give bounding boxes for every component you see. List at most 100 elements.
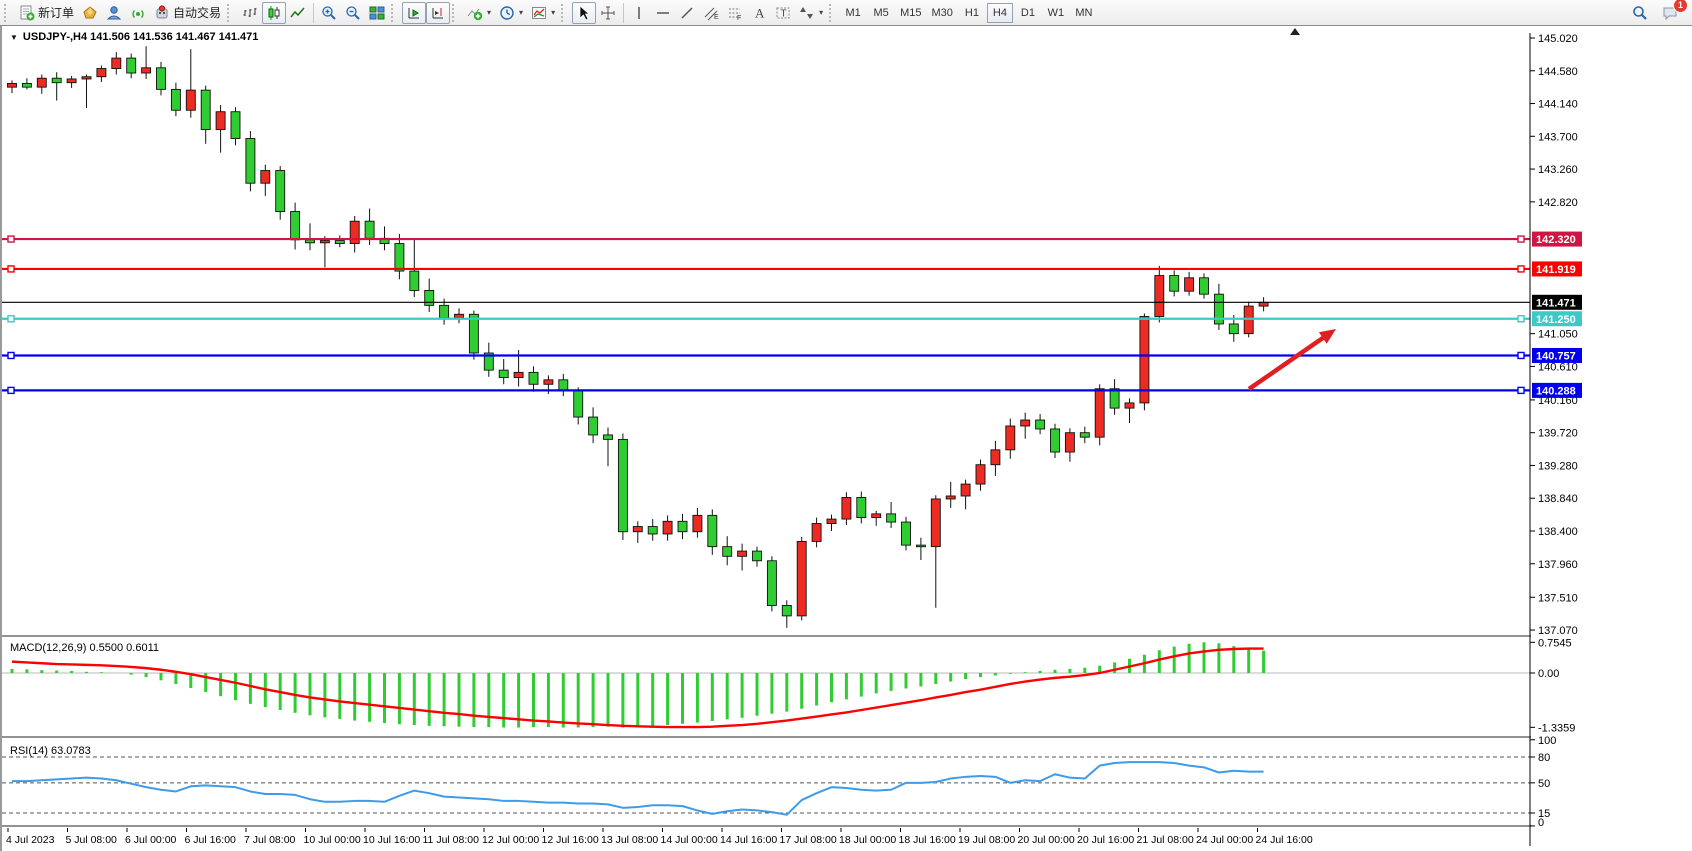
annotation-arrow[interactable] xyxy=(1247,329,1336,391)
time-axis-label: 19 Jul 08:00 xyxy=(958,834,1015,846)
chart-canvas[interactable]: 145.020 144.580 144.140 143.700 143.260 142.8… xyxy=(2,26,1692,851)
candle-body xyxy=(1228,323,1239,335)
periods-dropdown-button[interactable]: ▾ xyxy=(495,2,527,24)
price-chip-142.320 xyxy=(1532,231,1582,247)
toolbar-grip[interactable] xyxy=(452,3,461,22)
candle-body xyxy=(96,68,107,78)
line-handle[interactable] xyxy=(7,315,15,323)
equidistant-channel-tool-button[interactable]: E xyxy=(699,2,723,24)
signal-icon xyxy=(130,5,146,21)
candle-body xyxy=(156,67,166,90)
template-icon xyxy=(531,5,547,21)
svg-text:A: A xyxy=(755,5,765,20)
text-label-tool-button[interactable]: T xyxy=(771,2,795,24)
axis-tick-label: 144.140 xyxy=(1538,99,1578,111)
candle-body xyxy=(752,550,762,562)
chevron-down-icon: ▼ xyxy=(10,32,18,42)
tf-M30[interactable]: M30 xyxy=(931,6,953,19)
tf-D1[interactable]: D1 xyxy=(1020,6,1035,19)
time-axis-label: 24 Jul 16:00 xyxy=(1256,834,1313,846)
candle-body xyxy=(1169,275,1180,292)
bar-chart-mode-button[interactable] xyxy=(238,2,262,24)
horizontal-line-141.919[interactable] xyxy=(2,265,1530,273)
candle-body xyxy=(275,170,286,212)
macd-indicator-label: MACD(12,26,9) 0.5500 0.6011 xyxy=(10,642,159,654)
toolbar-grip[interactable] xyxy=(561,3,570,22)
line-handle[interactable] xyxy=(7,386,15,395)
line-handle[interactable] xyxy=(7,235,15,243)
line-handle[interactable] xyxy=(1517,386,1525,395)
search-button[interactable] xyxy=(1628,2,1652,24)
tf-H1[interactable]: H1 xyxy=(964,6,979,19)
zoom-in-button[interactable] xyxy=(317,2,341,24)
candle-body xyxy=(185,89,196,111)
line-handle[interactable] xyxy=(1517,265,1525,273)
axis-tick-label: 138.400 xyxy=(1538,526,1578,538)
fibonacci-icon: F xyxy=(727,5,743,21)
line-handle[interactable] xyxy=(7,351,15,360)
person-icon xyxy=(106,5,122,21)
horizontal-line-141.250[interactable] xyxy=(2,315,1530,323)
time-axis-label: 10 Jul 16:00 xyxy=(363,834,420,846)
symbol-info-line[interactable]: ▼ USDJPY-,H4 141.506 141.536 141.467 141… xyxy=(10,31,258,43)
line-handle[interactable] xyxy=(1517,235,1525,243)
horizontal-line-142.320[interactable] xyxy=(2,235,1530,243)
trendline-tool-button[interactable] xyxy=(675,2,699,24)
candle-body xyxy=(677,520,688,533)
zoom-out-button[interactable] xyxy=(341,2,365,24)
axis-tick-label: 137.510 xyxy=(1538,592,1578,604)
crosshair-tool-button[interactable] xyxy=(596,2,620,24)
candle-body xyxy=(722,546,733,557)
time-axis-label: 24 Jul 00:00 xyxy=(1196,834,1253,846)
line-handle[interactable] xyxy=(1517,351,1525,360)
tf-MN[interactable]: MN xyxy=(1075,6,1093,19)
time-axis-label: 4 Jul 2023 xyxy=(6,834,55,846)
tf-M15[interactable]: M15 xyxy=(900,6,922,19)
candle-body xyxy=(21,82,32,88)
time-axis-label: 14 Jul 16:00 xyxy=(720,834,777,846)
horizontal-line-tool-button[interactable] xyxy=(651,2,675,24)
line-handle[interactable] xyxy=(1517,315,1525,323)
autotrading-button[interactable]: 自动交易 xyxy=(150,2,225,24)
community-profile-button[interactable] xyxy=(102,2,126,24)
tf-W1[interactable]: W1 xyxy=(1047,6,1065,19)
gold-nugget-icon xyxy=(82,5,98,21)
toolbar-grip[interactable] xyxy=(4,3,13,22)
candle-body xyxy=(245,138,256,184)
fibonacci-tool-button[interactable]: F xyxy=(723,2,747,24)
candle-body xyxy=(468,313,479,354)
tf-M1[interactable]: M1 xyxy=(845,6,861,19)
candle-body xyxy=(543,379,554,385)
tf-M5[interactable]: M5 xyxy=(873,6,889,19)
templates-dropdown-button[interactable]: ▾ xyxy=(527,2,559,24)
chart-shift-marker[interactable] xyxy=(1290,28,1300,35)
market-watch-button[interactable] xyxy=(78,2,102,24)
toolbar-grip[interactable] xyxy=(391,3,400,22)
symbol-ohlc-text: USDJPY-,H4 141.506 141.536 141.467 141.4… xyxy=(22,31,259,43)
horizontal-line-140.288[interactable] xyxy=(2,386,1530,395)
candle-body xyxy=(1258,301,1269,307)
svg-text:140.757: 140.757 xyxy=(1536,350,1576,362)
vertical-line-tool-button[interactable] xyxy=(627,2,651,24)
signals-button[interactable] xyxy=(126,2,150,24)
line-chart-mode-button[interactable] xyxy=(286,2,310,24)
candle-body xyxy=(1050,428,1060,453)
tf-H4[interactable]: H4 xyxy=(986,2,1013,23)
line-handle[interactable] xyxy=(7,265,15,273)
indicators-dropdown-button[interactable]: ▾ xyxy=(463,2,495,24)
notifications-button[interactable]: 1 xyxy=(1658,0,1688,24)
arrows-dropdown-button[interactable]: ▾ xyxy=(795,2,827,24)
toolbar-grip[interactable] xyxy=(227,3,236,22)
candlestick-mode-button[interactable] xyxy=(262,1,287,24)
horizontal-line-140.757[interactable] xyxy=(2,351,1530,360)
auto-scroll-button[interactable] xyxy=(402,1,427,24)
cursor-tool-button[interactable] xyxy=(572,1,597,24)
candle-body xyxy=(1184,277,1195,292)
time-axis[interactable]: 4 Jul 2023 5 Jul 08:00 6 Jul 00:00 6 Jul 16… xyxy=(6,828,1313,846)
text-tool-button[interactable]: A xyxy=(747,2,771,24)
clock-icon xyxy=(499,5,515,21)
toolbar-grip[interactable] xyxy=(829,3,838,22)
tile-windows-button[interactable] xyxy=(365,2,389,24)
new-order-button[interactable]: 新订单 xyxy=(15,2,78,24)
chart-shift-button[interactable] xyxy=(426,1,451,24)
